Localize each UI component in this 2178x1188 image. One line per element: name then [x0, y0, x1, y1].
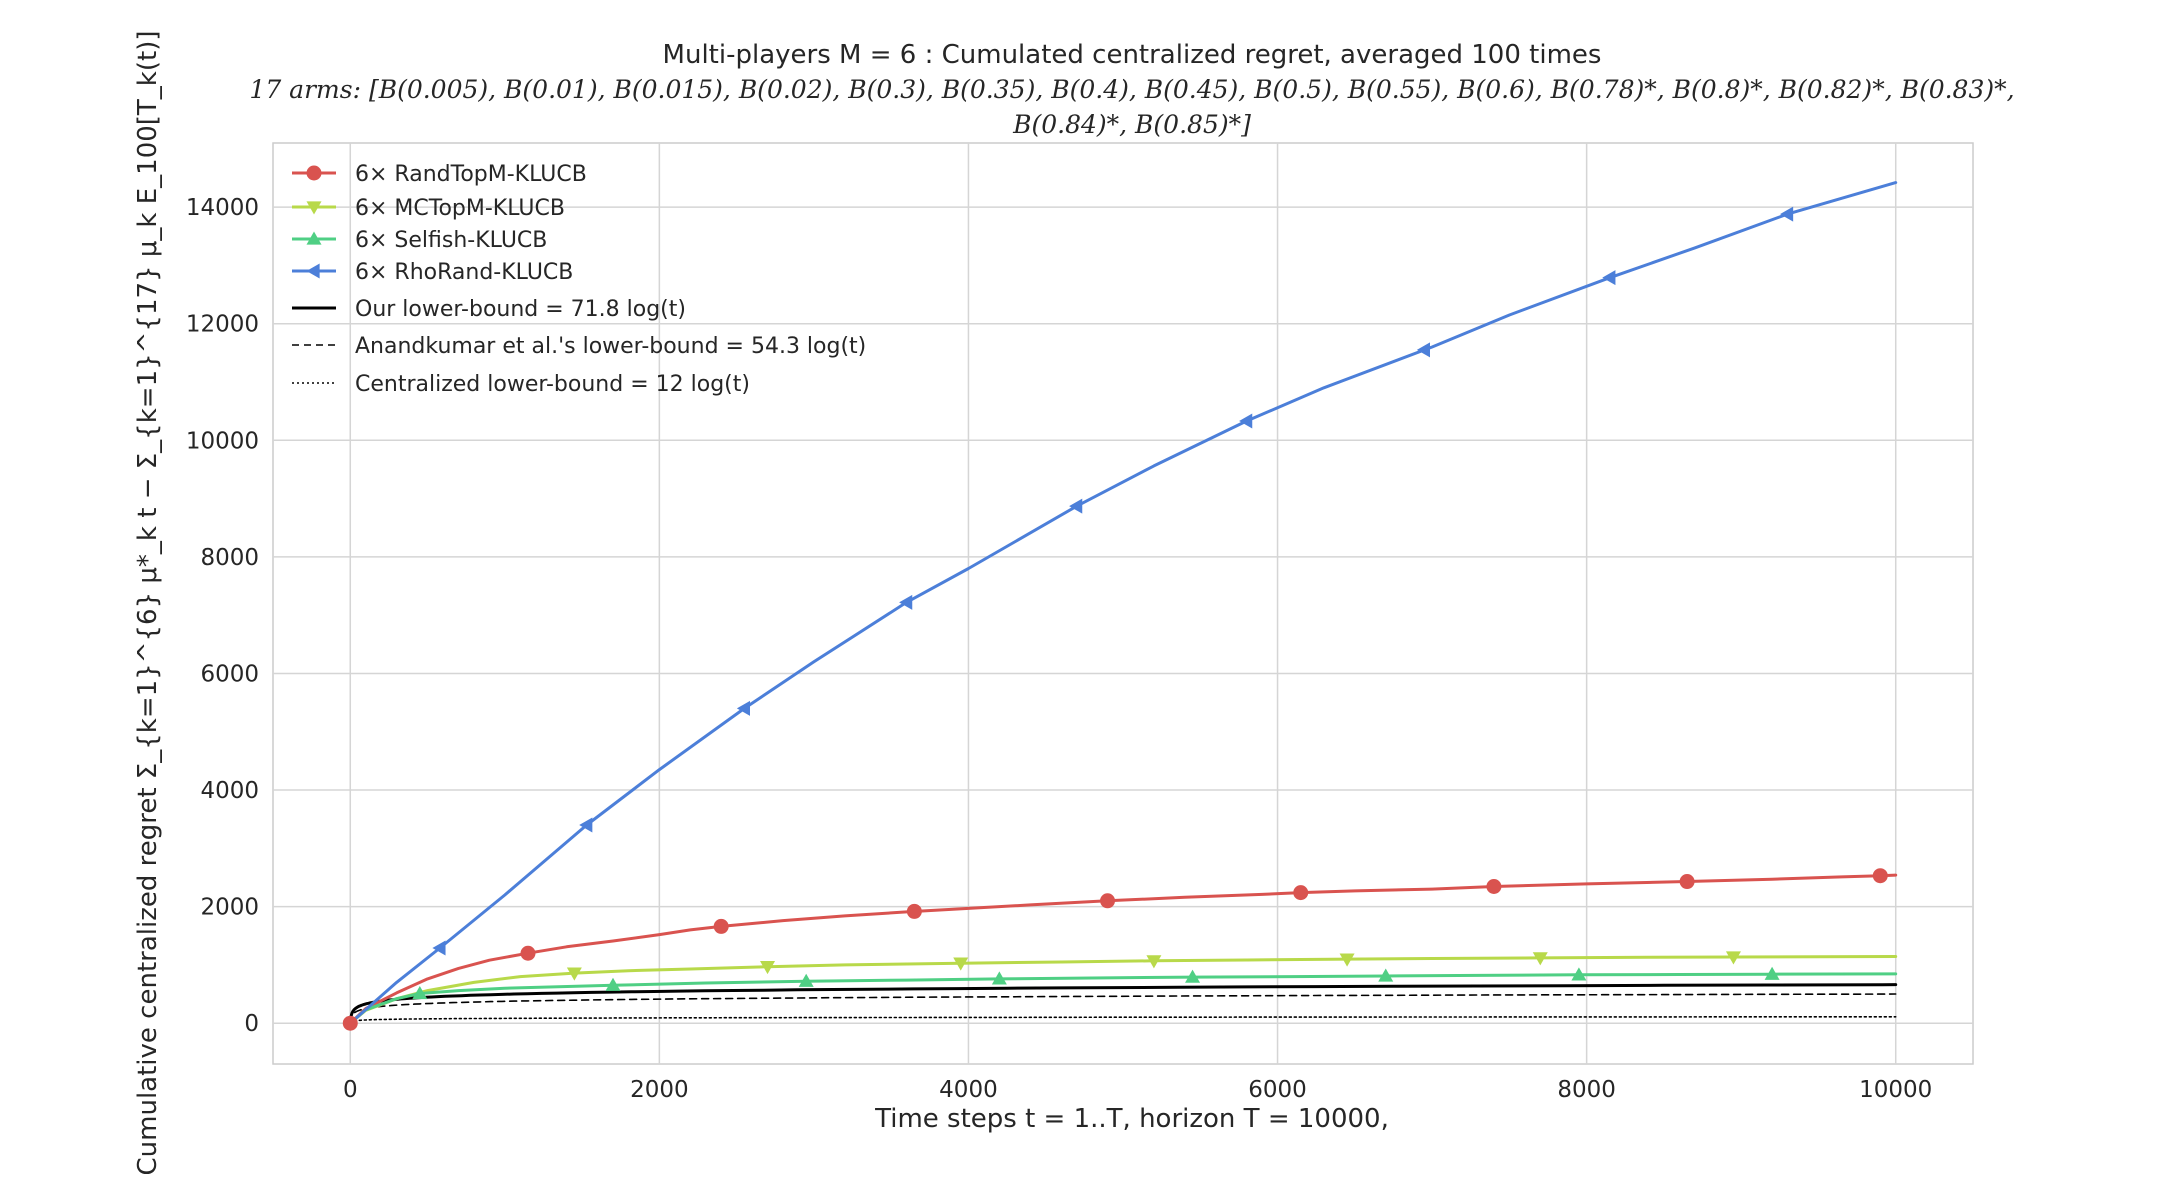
legend-label: 6× RandTopM-KLUCB	[355, 162, 587, 187]
data-point-6-selfish-klucb	[605, 977, 621, 991]
data-point-6-rhorand-klucb	[736, 700, 750, 716]
data-point-6-rhorand-klucb	[1416, 342, 1430, 358]
x-tick-label: 6000	[1248, 1077, 1307, 1103]
axis-tick-labels: 0 2000 4000 6000 8000 10000 0 2000 4000 6000 8000 1…	[186, 195, 1932, 1103]
legend-marker	[306, 231, 322, 245]
data-point-6-mctopm-klucb	[1725, 951, 1741, 965]
data-point-6-rhorand-klucb	[1239, 413, 1253, 429]
x-tick-label: 8000	[1557, 1077, 1616, 1103]
data-point-6-selfish-klucb	[1764, 966, 1780, 980]
series-line-6-selfish-klucb	[348, 972, 1898, 1025]
x-tick-label: 10000	[1859, 1077, 1932, 1103]
data-point-6-selfish-klucb	[798, 973, 814, 987]
data-point-6-randtopm-klucb	[1293, 885, 1309, 901]
legend-item-anandkumar-et-al-s-lower-bound-54-3-log-t: Anandkumar et al.'s lower-bound = 54.3 l…	[292, 334, 866, 359]
grid-lines	[273, 143, 1973, 1064]
data-point-6-rhorand-klucb	[579, 817, 593, 833]
legend-marker	[306, 263, 320, 279]
series-line-6-mctopm-klucb	[348, 955, 1898, 1025]
legend-item-6-randtopm-klucb: 6× RandTopM-KLUCB	[292, 162, 587, 187]
data-point-6-mctopm-klucb	[566, 967, 582, 981]
legend-label: 6× Selfish-KLUCB	[355, 228, 547, 253]
x-tick-label: 2000	[630, 1077, 689, 1103]
legend-label: Centralized lower-bound = 12 log(t)	[355, 372, 750, 397]
series-markers	[342, 206, 1888, 1031]
data-point-6-selfish-klucb	[412, 985, 428, 1000]
data-point-6-rhorand-klucb	[432, 940, 446, 956]
legend-item-6-selfish-klucb: 6× Selfish-KLUCB	[292, 228, 547, 253]
y-tick-label: 12000	[186, 312, 259, 338]
data-point-6-mctopm-klucb	[1339, 953, 1355, 967]
legend-marker	[306, 165, 322, 181]
chart-subtitle-line-2: B(0.84)*, B(0.85)*]	[1012, 110, 1251, 139]
data-point-6-randtopm-klucb	[520, 945, 536, 961]
y-tick-label: 6000	[200, 661, 259, 687]
data-point-6-randtopm-klucb	[342, 1015, 358, 1031]
legend-marker	[306, 201, 322, 215]
data-point-6-randtopm-klucb	[1872, 868, 1888, 884]
series-line-centralized-lower-bound-12-log-t	[349, 1016, 1897, 1024]
legend-label: Anandkumar et al.'s lower-bound = 54.3 l…	[355, 334, 866, 359]
y-tick-label: 14000	[186, 195, 259, 221]
legend: 6× RandTopM-KLUCB 6× MCTopM-KLUCB 6× Selfi…	[292, 162, 866, 397]
data-point-6-randtopm-klucb	[1679, 874, 1695, 890]
legend-label: Our lower-bound = 71.8 log(t)	[355, 297, 686, 322]
data-point-6-selfish-klucb	[1571, 967, 1587, 981]
data-point-6-rhorand-klucb	[1602, 270, 1616, 286]
y-tick-label: 2000	[200, 895, 259, 921]
data-point-6-randtopm-klucb	[713, 918, 729, 934]
data-point-6-mctopm-klucb	[760, 961, 776, 975]
y-tick-label: 4000	[200, 778, 259, 804]
plot-area	[272, 142, 1974, 1065]
x-tick-label: 4000	[939, 1077, 998, 1103]
series-line-6-randtopm-klucb	[348, 873, 1898, 1025]
data-point-6-randtopm-klucb	[1100, 893, 1116, 909]
x-axis-label: Time steps t = 1..T, horizon T = 10000,	[874, 1104, 1389, 1134]
legend-item-our-lower-bound-71-8-log-t: Our lower-bound = 71.8 log(t)	[292, 297, 686, 322]
data-point-6-randtopm-klucb	[906, 903, 922, 919]
chart-title: Multi-players M = 6 : Cumulated centrali…	[663, 40, 1602, 70]
data-point-6-mctopm-klucb	[953, 957, 969, 971]
data-point-6-mctopm-klucb	[1146, 955, 1162, 969]
y-axis-label: Cumulative centralized regret Σ_{k=1}^{6…	[133, 31, 163, 1176]
series-line-anandkumar-et-al-s-lower-bound-54-3-log-t	[349, 993, 1897, 1024]
chart-subtitle-line-1: 17 arms: [B(0.005), B(0.01), B(0.015), B…	[249, 75, 2014, 104]
legend-label: 6× RhoRand-KLUCB	[355, 260, 573, 285]
data-point-6-randtopm-klucb	[1486, 879, 1502, 895]
data-point-6-selfish-klucb	[1378, 968, 1394, 982]
y-tick-label: 10000	[186, 428, 259, 454]
y-tick-label: 8000	[200, 545, 259, 571]
data-point-6-selfish-klucb	[991, 971, 1007, 985]
data-point-6-rhorand-klucb	[899, 594, 913, 610]
x-tick-label: 0	[343, 1077, 358, 1103]
legend-item-centralized-lower-bound-12-log-t: Centralized lower-bound = 12 log(t)	[292, 372, 750, 397]
data-point-6-rhorand-klucb	[1069, 498, 1083, 514]
series-lines	[348, 181, 1898, 1025]
legend-label: 6× MCTopM-KLUCB	[355, 196, 565, 221]
data-point-6-selfish-klucb	[1185, 969, 1201, 983]
legend-item-6-mctopm-klucb: 6× MCTopM-KLUCB	[292, 196, 565, 221]
data-point-6-rhorand-klucb	[1780, 206, 1794, 222]
y-tick-label: 0	[244, 1011, 259, 1037]
series-line-6-rhorand-klucb	[348, 181, 1898, 1025]
legend-item-6-rhorand-klucb: 6× RhoRand-KLUCB	[292, 260, 573, 285]
data-point-6-mctopm-klucb	[1532, 952, 1548, 966]
